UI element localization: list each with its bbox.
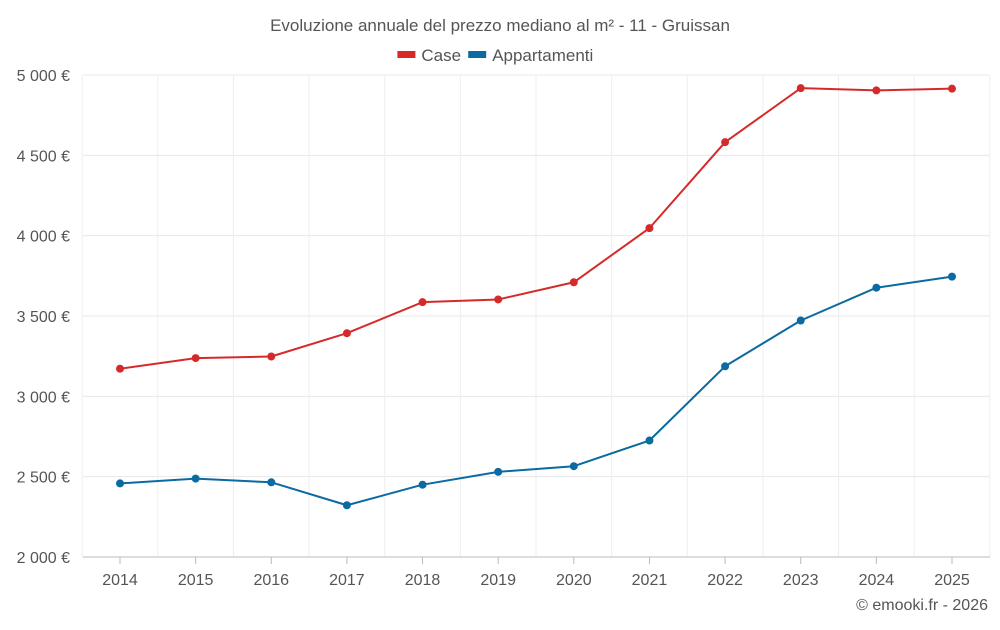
data-point-appartamenti[interactable] — [494, 467, 503, 476]
data-point-case[interactable] — [948, 84, 956, 93]
data-point-case[interactable] — [116, 364, 124, 373]
data-point-appartamenti[interactable] — [569, 462, 578, 471]
data-point-appartamenti[interactable] — [948, 272, 956, 281]
data-point-appartamenti[interactable] — [267, 478, 276, 487]
data-point-case[interactable] — [418, 298, 427, 307]
legend-item-case[interactable]: Case — [397, 46, 461, 65]
x-tick-label: 2021 — [632, 572, 668, 589]
legend-item-appartamenti[interactable]: Appartamenti — [468, 46, 593, 65]
data-point-case[interactable] — [796, 84, 805, 93]
x-tick-label: 2017 — [329, 572, 365, 589]
x-tick-label: 2025 — [934, 572, 970, 589]
data-point-case[interactable] — [721, 138, 730, 147]
data-point-case[interactable] — [645, 224, 654, 233]
x-tick-label: 2023 — [783, 572, 819, 589]
series-case — [116, 84, 956, 373]
x-tick-label: 2016 — [253, 572, 289, 589]
x-tick-label: 2024 — [859, 572, 895, 589]
x-tick-label: 2020 — [556, 572, 592, 589]
series-layer — [116, 84, 956, 510]
y-tick-label: 5 000 € — [17, 68, 70, 85]
y-axis: 2 000 € 2 500 € 3 000 € 3 500 € 4 000 € 4 500… — [17, 68, 70, 567]
x-axis: 2014 2015 2016 2017 2018 2019 2020 2021 2022 2023… — [83, 556, 990, 589]
data-point-case[interactable] — [494, 295, 503, 304]
data-point-appartamenti[interactable] — [872, 283, 881, 292]
grid — [81, 74, 991, 558]
x-tick-label: 2018 — [405, 572, 441, 589]
data-point-appartamenti[interactable] — [645, 436, 654, 445]
x-tick-label: 2014 — [102, 572, 138, 589]
y-tick-label: 4 500 € — [17, 148, 70, 165]
data-point-appartamenti[interactable] — [721, 362, 730, 371]
legend-label-case: Case — [421, 46, 461, 65]
data-point-appartamenti[interactable] — [418, 480, 427, 489]
data-point-case[interactable] — [569, 278, 578, 287]
y-tick-label: 3 000 € — [17, 389, 70, 406]
data-point-case[interactable] — [191, 354, 200, 363]
legend-label-appartamenti: Appartamenti — [492, 46, 593, 65]
chart-title: Evoluzione annuale del prezzo mediano al… — [270, 16, 730, 35]
legend: Case Appartamenti — [397, 46, 593, 65]
x-tick-label: 2022 — [707, 572, 743, 589]
data-point-appartamenti[interactable] — [191, 474, 200, 483]
y-tick-label: 4 000 € — [17, 229, 70, 246]
x-tick-label: 2019 — [480, 572, 516, 589]
data-point-case[interactable] — [267, 352, 276, 361]
credit-text: © emooki.fr - 2026 — [856, 597, 988, 614]
data-point-appartamenti[interactable] — [116, 479, 124, 488]
series-appartamenti — [116, 272, 956, 510]
y-tick-label: 2 500 € — [17, 470, 70, 487]
y-tick-label: 2 000 € — [17, 550, 70, 567]
x-tick-label: 2015 — [178, 572, 214, 589]
legend-swatch-case — [397, 51, 416, 58]
data-point-appartamenti[interactable] — [796, 316, 805, 325]
legend-swatch-appartamenti — [468, 51, 487, 58]
y-tick-label: 3 500 € — [17, 309, 70, 326]
series-line-case — [119, 87, 953, 370]
series-line-appartamenti — [119, 275, 953, 507]
data-point-case[interactable] — [872, 86, 881, 95]
data-point-case[interactable] — [342, 329, 351, 338]
data-point-appartamenti[interactable] — [342, 501, 351, 510]
